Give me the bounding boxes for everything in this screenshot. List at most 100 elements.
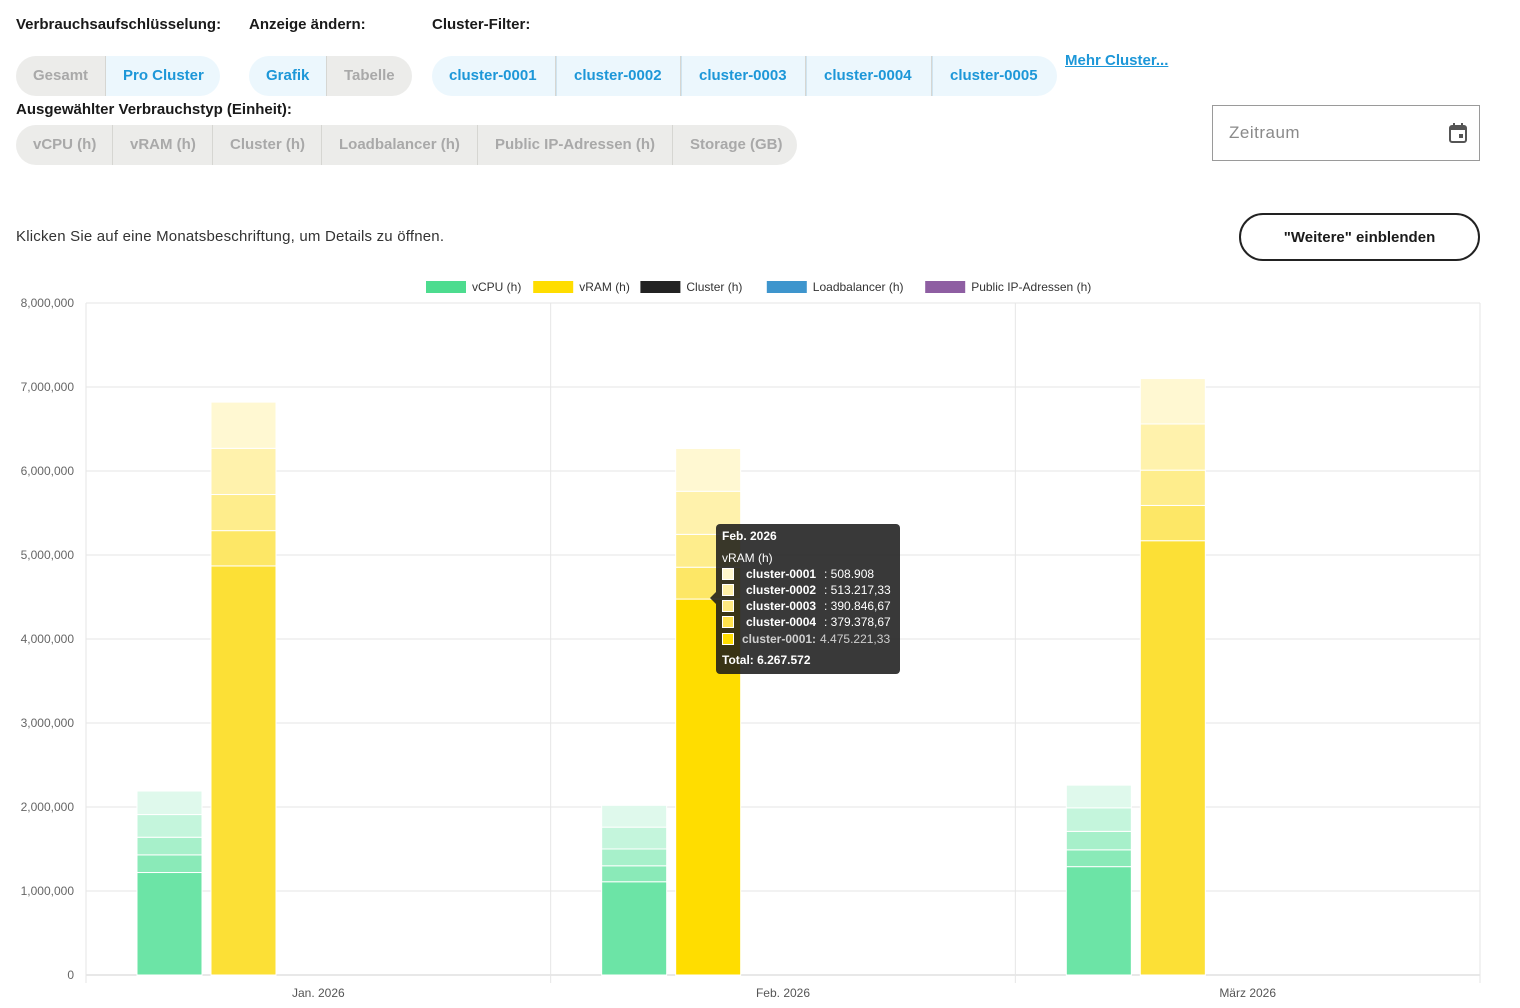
x-axis-ticks: Jan. 2026 Feb. 2026 März 2026 bbox=[292, 986, 1276, 1000]
bar-segment bbox=[136, 790, 203, 816]
bar-segment bbox=[136, 814, 203, 838]
y-tick-label: 6,000,000 bbox=[21, 464, 75, 478]
y-tick-label: 3,000,000 bbox=[21, 716, 75, 730]
bar-segment bbox=[136, 836, 203, 856]
tooltip-value: : 508.908 bbox=[824, 567, 875, 581]
usage-type-storage[interactable]: Storage (GB) bbox=[673, 125, 797, 165]
tooltip-key: cluster-0004 bbox=[746, 615, 817, 629]
x-tick-label: Jan. 2026 bbox=[292, 986, 345, 1000]
legend-label: Loadbalancer (h) bbox=[813, 280, 904, 294]
view-group: Anzeige ändern: Grafik Tabelle bbox=[249, 16, 412, 96]
breakdown-option-per-cluster[interactable]: Pro Cluster bbox=[106, 56, 220, 96]
cluster-filter-label: Cluster-Filter: bbox=[432, 16, 531, 33]
legend-item: Public IP-Adressen (h) bbox=[925, 280, 1091, 294]
bar-segment bbox=[1065, 866, 1132, 976]
y-tick-label: 2,000,000 bbox=[21, 800, 75, 814]
usage-type-group: Ausgewählter Verbrauchstyp (Einheit): vC… bbox=[16, 101, 797, 165]
chart-tooltip: Feb. 2026 vRAM (h) cluster-0001 : 508.90… bbox=[710, 524, 900, 674]
bar-segment bbox=[136, 872, 203, 976]
legend-item: vCPU (h) bbox=[426, 280, 521, 294]
more-clusters-link[interactable]: Mehr Cluster... bbox=[1065, 52, 1169, 69]
legend-label: Cluster (h) bbox=[686, 280, 742, 294]
cluster-chip-0001[interactable]: cluster-0001 bbox=[432, 56, 556, 96]
bar-segment bbox=[210, 494, 277, 532]
legend-item: Cluster (h) bbox=[640, 280, 742, 294]
bar-segment bbox=[1139, 504, 1206, 542]
tooltip-value: : 513.217,33 bbox=[824, 583, 891, 597]
tooltip-subtitle: vRAM (h) bbox=[722, 551, 773, 565]
bar-segment bbox=[1065, 784, 1132, 809]
breakdown-label: Verbrauchsaufschlüsselung: bbox=[16, 16, 222, 33]
tooltip-row: cluster-0002 : 513.217,33 bbox=[722, 583, 891, 597]
tooltip-swatch bbox=[722, 584, 734, 596]
legend-swatch bbox=[426, 281, 466, 293]
legend-label: vRAM (h) bbox=[579, 280, 630, 294]
tooltip-key: cluster-0001: bbox=[742, 632, 817, 646]
legend-swatch bbox=[766, 281, 807, 293]
tooltip-swatch bbox=[722, 600, 734, 612]
view-option-chart[interactable]: Grafik bbox=[249, 56, 327, 96]
tooltip-row: cluster-0001: 4.475.221,33 bbox=[722, 632, 890, 646]
bar-segment bbox=[601, 881, 668, 976]
bar-segment bbox=[210, 530, 277, 567]
bar-segment bbox=[1065, 807, 1132, 832]
usage-type-vram[interactable]: vRAM (h) bbox=[113, 125, 213, 165]
view-label: Anzeige ändern: bbox=[249, 16, 366, 33]
bar-segment bbox=[1139, 423, 1206, 471]
cluster-chip-0005[interactable]: cluster-0005 bbox=[932, 56, 1057, 96]
usage-type-loadbalancer[interactable]: Loadbalancer (h) bbox=[322, 125, 478, 165]
bar-segment bbox=[1139, 378, 1206, 425]
legend-swatch bbox=[533, 281, 574, 293]
legend-item: vRAM (h) bbox=[533, 280, 630, 294]
bar-segment bbox=[601, 848, 668, 867]
breakdown-option-total[interactable]: Gesamt bbox=[16, 56, 106, 96]
bar-segment bbox=[601, 804, 668, 828]
cluster-filter-group: Cluster-Filter: cluster-0001 cluster-000… bbox=[432, 16, 1057, 96]
tooltip-swatch bbox=[722, 568, 734, 580]
cluster-filter-chips: cluster-0001 cluster-0002 cluster-0003 c… bbox=[432, 56, 1057, 96]
date-range-field bbox=[1212, 105, 1480, 161]
chart-legend: vCPU (h) vRAM (h) Cluster (h) Loadbalancer … bbox=[426, 280, 1091, 294]
cluster-chip-0002[interactable]: cluster-0002 bbox=[556, 56, 681, 96]
legend-swatch bbox=[640, 281, 681, 293]
tooltip-swatch bbox=[722, 616, 734, 628]
date-range-input[interactable] bbox=[1213, 106, 1433, 160]
tooltip-key: cluster-0002 bbox=[746, 583, 817, 597]
usage-type-cluster[interactable]: Cluster (h) bbox=[213, 125, 322, 165]
chart-bars bbox=[136, 378, 1206, 976]
calendar-icon[interactable] bbox=[1448, 122, 1468, 144]
tooltip-title: Feb. 2026 bbox=[722, 529, 777, 543]
tooltip-row: cluster-0004 : 379.378,67 bbox=[722, 615, 891, 629]
tooltip-key: cluster-0001 bbox=[746, 567, 817, 581]
usage-chart: 0 1,000,000 2,000,000 3,000,000 4,000,000 5,0… bbox=[21, 280, 1481, 1000]
y-tick-label: 8,000,000 bbox=[21, 296, 75, 310]
tooltip-row: cluster-0003 : 390.846,67 bbox=[722, 599, 891, 613]
cluster-chip-0004[interactable]: cluster-0004 bbox=[806, 56, 932, 96]
chart-hint-text: Klicken Sie auf eine Monatsbeschriftung,… bbox=[16, 228, 445, 245]
bar-segment bbox=[210, 565, 277, 976]
y-tick-label: 7,000,000 bbox=[21, 380, 75, 394]
view-option-table[interactable]: Tabelle bbox=[327, 56, 412, 96]
usage-type-chips: vCPU (h) vRAM (h) Cluster (h) Loadbalanc… bbox=[16, 125, 797, 165]
usage-type-public-ip[interactable]: Public IP-Adressen (h) bbox=[478, 125, 673, 165]
bar-segment bbox=[601, 826, 668, 850]
tooltip-total: Total: 6.267.572 bbox=[722, 653, 811, 667]
bar-segment bbox=[601, 865, 668, 883]
bar-segment bbox=[136, 854, 203, 874]
tooltip-swatch bbox=[722, 633, 734, 645]
usage-type-vcpu[interactable]: vCPU (h) bbox=[16, 125, 113, 165]
tooltip-key: cluster-0003 bbox=[746, 599, 817, 613]
y-tick-label: 5,000,000 bbox=[21, 548, 75, 562]
breakdown-toggle: Gesamt Pro Cluster bbox=[16, 56, 220, 96]
legend-label: Public IP-Adressen (h) bbox=[971, 280, 1091, 294]
tooltip-value: : 390.846,67 bbox=[824, 599, 891, 613]
x-tick-label: März 2026 bbox=[1219, 986, 1276, 1000]
x-tick-label: Feb. 2026 bbox=[756, 986, 810, 1000]
bar-segment bbox=[210, 447, 277, 496]
show-more-button[interactable]: "Weitere" einblenden bbox=[1239, 213, 1480, 261]
legend-item: Loadbalancer (h) bbox=[766, 280, 904, 294]
cluster-chip-0003[interactable]: cluster-0003 bbox=[681, 56, 806, 96]
y-axis-ticks: 0 1,000,000 2,000,000 3,000,000 4,000,000 5,0… bbox=[21, 296, 75, 982]
tooltip-row: cluster-0001 : 508.908 bbox=[722, 567, 874, 581]
breakdown-group: Verbrauchsaufschlüsselung: Gesamt Pro Cl… bbox=[16, 16, 222, 96]
